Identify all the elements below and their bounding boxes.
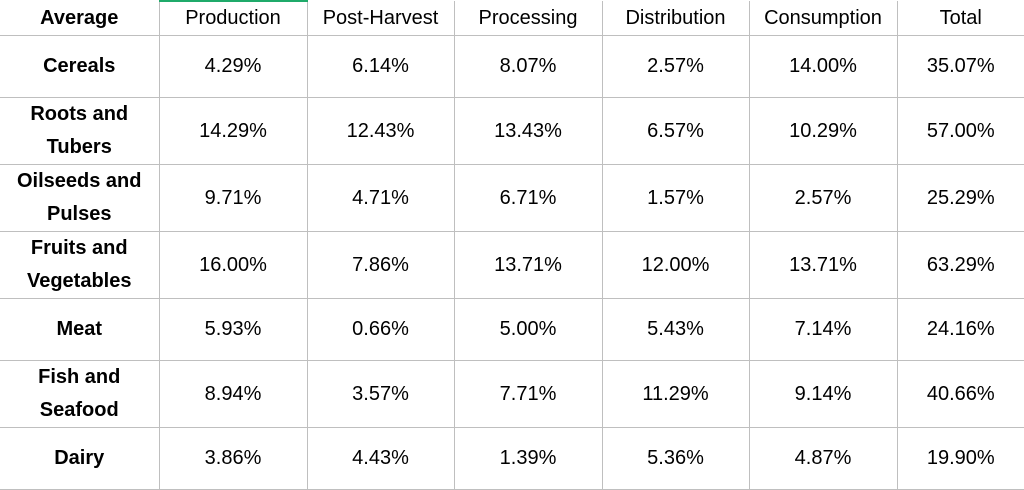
table-cell[interactable]: 8.94%	[158, 360, 308, 428]
column-header-distribution[interactable]: Distribution	[601, 1, 750, 36]
table-cell[interactable]: 16.00%	[158, 231, 308, 299]
table-cell[interactable]: 40.66%	[896, 360, 1024, 428]
column-header-processing[interactable]: Processing	[453, 1, 603, 36]
table-cell[interactable]: 5.36%	[601, 427, 750, 490]
table-cell[interactable]: 10.29%	[748, 97, 898, 165]
row-label-cell[interactable]: Fish and Seafood	[0, 360, 160, 428]
table-cell[interactable]: 13.43%	[453, 97, 603, 165]
table-cell[interactable]: 5.43%	[601, 298, 750, 361]
table-cell[interactable]: 13.71%	[453, 231, 603, 299]
column-header-total[interactable]: Total	[896, 1, 1024, 36]
row-label-cell[interactable]: Dairy	[0, 427, 160, 490]
table-cell[interactable]: 6.14%	[306, 35, 455, 98]
table-cell[interactable]: 7.86%	[306, 231, 455, 299]
column-header-average[interactable]: Average	[0, 1, 160, 36]
table-cell[interactable]: 19.90%	[896, 427, 1024, 490]
table-cell[interactable]: 63.29%	[896, 231, 1024, 299]
table-row: Cereals 4.29% 6.14% 8.07% 2.57% 14.00% 3…	[0, 35, 1024, 98]
table-row: Fruits and Vegetables 16.00% 7.86% 13.71…	[0, 231, 1024, 299]
table-cell[interactable]: 5.93%	[158, 298, 308, 361]
table-cell[interactable]: 6.71%	[453, 164, 603, 232]
table-cell[interactable]: 1.39%	[453, 427, 603, 490]
table-cell[interactable]: 3.86%	[158, 427, 308, 490]
table-cell[interactable]: 9.14%	[748, 360, 898, 428]
table-cell[interactable]: 14.29%	[158, 97, 308, 165]
table-header-row: Average Production Post-Harvest Processi…	[0, 0, 1024, 36]
table-row: Oilseeds and Pulses 9.71% 4.71% 6.71% 1.…	[0, 164, 1024, 232]
table-cell[interactable]: 1.57%	[601, 164, 750, 232]
row-label-cell[interactable]: Cereals	[0, 35, 160, 98]
table-row: Meat 5.93% 0.66% 5.00% 5.43% 7.14% 24.16…	[0, 298, 1024, 361]
column-header-consumption[interactable]: Consumption	[748, 1, 898, 36]
table-cell[interactable]: 4.71%	[306, 164, 455, 232]
table-cell[interactable]: 12.00%	[601, 231, 750, 299]
table-cell[interactable]: 11.29%	[601, 360, 750, 428]
table-cell[interactable]: 4.43%	[306, 427, 455, 490]
table-cell[interactable]: 3.57%	[306, 360, 455, 428]
table-cell[interactable]: 8.07%	[453, 35, 603, 98]
row-label-cell[interactable]: Fruits and Vegetables	[0, 231, 160, 299]
table-cell[interactable]: 25.29%	[896, 164, 1024, 232]
table-cell[interactable]: 7.71%	[453, 360, 603, 428]
row-label-cell[interactable]: Meat	[0, 298, 160, 361]
table-cell[interactable]: 14.00%	[748, 35, 898, 98]
table-cell[interactable]: 35.07%	[896, 35, 1024, 98]
column-header-production[interactable]: Production	[158, 0, 308, 36]
table-row: Dairy 3.86% 4.43% 1.39% 5.36% 4.87% 19.9…	[0, 427, 1024, 490]
row-label-cell[interactable]: Oilseeds and Pulses	[0, 164, 160, 232]
table-cell[interactable]: 5.00%	[453, 298, 603, 361]
table-cell[interactable]: 9.71%	[158, 164, 308, 232]
table-cell[interactable]: 24.16%	[896, 298, 1024, 361]
column-header-post-harvest[interactable]: Post-Harvest	[306, 1, 455, 36]
table-row: Fish and Seafood 8.94% 3.57% 7.71% 11.29…	[0, 360, 1024, 428]
table-cell[interactable]: 7.14%	[748, 298, 898, 361]
table-cell[interactable]: 13.71%	[748, 231, 898, 299]
table-cell[interactable]: 0.66%	[306, 298, 455, 361]
table-row: Roots and Tubers 14.29% 12.43% 13.43% 6.…	[0, 97, 1024, 165]
table-cell[interactable]: 12.43%	[306, 97, 455, 165]
row-label-cell[interactable]: Roots and Tubers	[0, 97, 160, 165]
table-cell[interactable]: 6.57%	[601, 97, 750, 165]
table-cell[interactable]: 4.87%	[748, 427, 898, 490]
table-cell[interactable]: 57.00%	[896, 97, 1024, 165]
table-cell[interactable]: 2.57%	[748, 164, 898, 232]
table-cell[interactable]: 2.57%	[601, 35, 750, 98]
table-cell[interactable]: 4.29%	[158, 35, 308, 98]
